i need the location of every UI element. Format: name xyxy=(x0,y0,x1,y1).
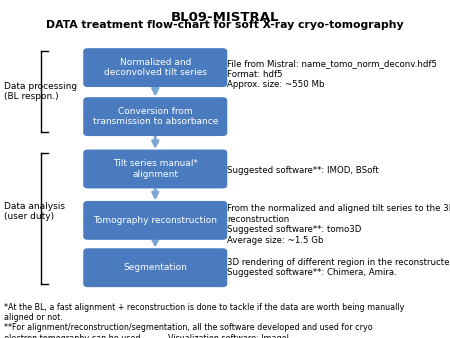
Text: 3D rendering of different region in the reconstructed volume.
Suggested software: 3D rendering of different region in the … xyxy=(227,258,450,277)
Text: DATA treatment flow-chart for soft X-ray cryo-tomography: DATA treatment flow-chart for soft X-ray… xyxy=(46,20,404,30)
Text: Conversion from
transmission to absorbance: Conversion from transmission to absorban… xyxy=(93,107,218,126)
FancyBboxPatch shape xyxy=(83,48,227,87)
Text: *At the BL, a fast alignment + reconstruction is done to tackle if the data are : *At the BL, a fast alignment + reconstru… xyxy=(4,303,405,338)
Text: Data processing
(BL respon.): Data processing (BL respon.) xyxy=(4,81,77,101)
FancyBboxPatch shape xyxy=(83,248,227,287)
Text: BL09-MISTRAL: BL09-MISTRAL xyxy=(171,11,279,24)
FancyBboxPatch shape xyxy=(83,149,227,189)
Text: Data analysis
(user duty): Data analysis (user duty) xyxy=(4,201,66,221)
Text: Suggested software**: IMOD, BSoft: Suggested software**: IMOD, BSoft xyxy=(227,166,379,175)
FancyBboxPatch shape xyxy=(83,201,227,240)
Text: Tilt series manual*
alignment: Tilt series manual* alignment xyxy=(113,159,198,179)
Text: Normalized and
deconvolved tilt series: Normalized and deconvolved tilt series xyxy=(104,58,207,77)
Text: Tomography reconstruction: Tomography reconstruction xyxy=(93,216,217,225)
Text: Segmentation: Segmentation xyxy=(123,263,187,272)
FancyBboxPatch shape xyxy=(83,97,227,136)
Text: File from Mistral: name_tomo_norm_deconv.hdf5
Format: hdf5
Approx. size: ~550 Mb: File from Mistral: name_tomo_norm_deconv… xyxy=(227,59,437,89)
Text: From the normalized and aligned tilt series to the 3D
reconstruction
Suggested s: From the normalized and aligned tilt ser… xyxy=(227,204,450,245)
